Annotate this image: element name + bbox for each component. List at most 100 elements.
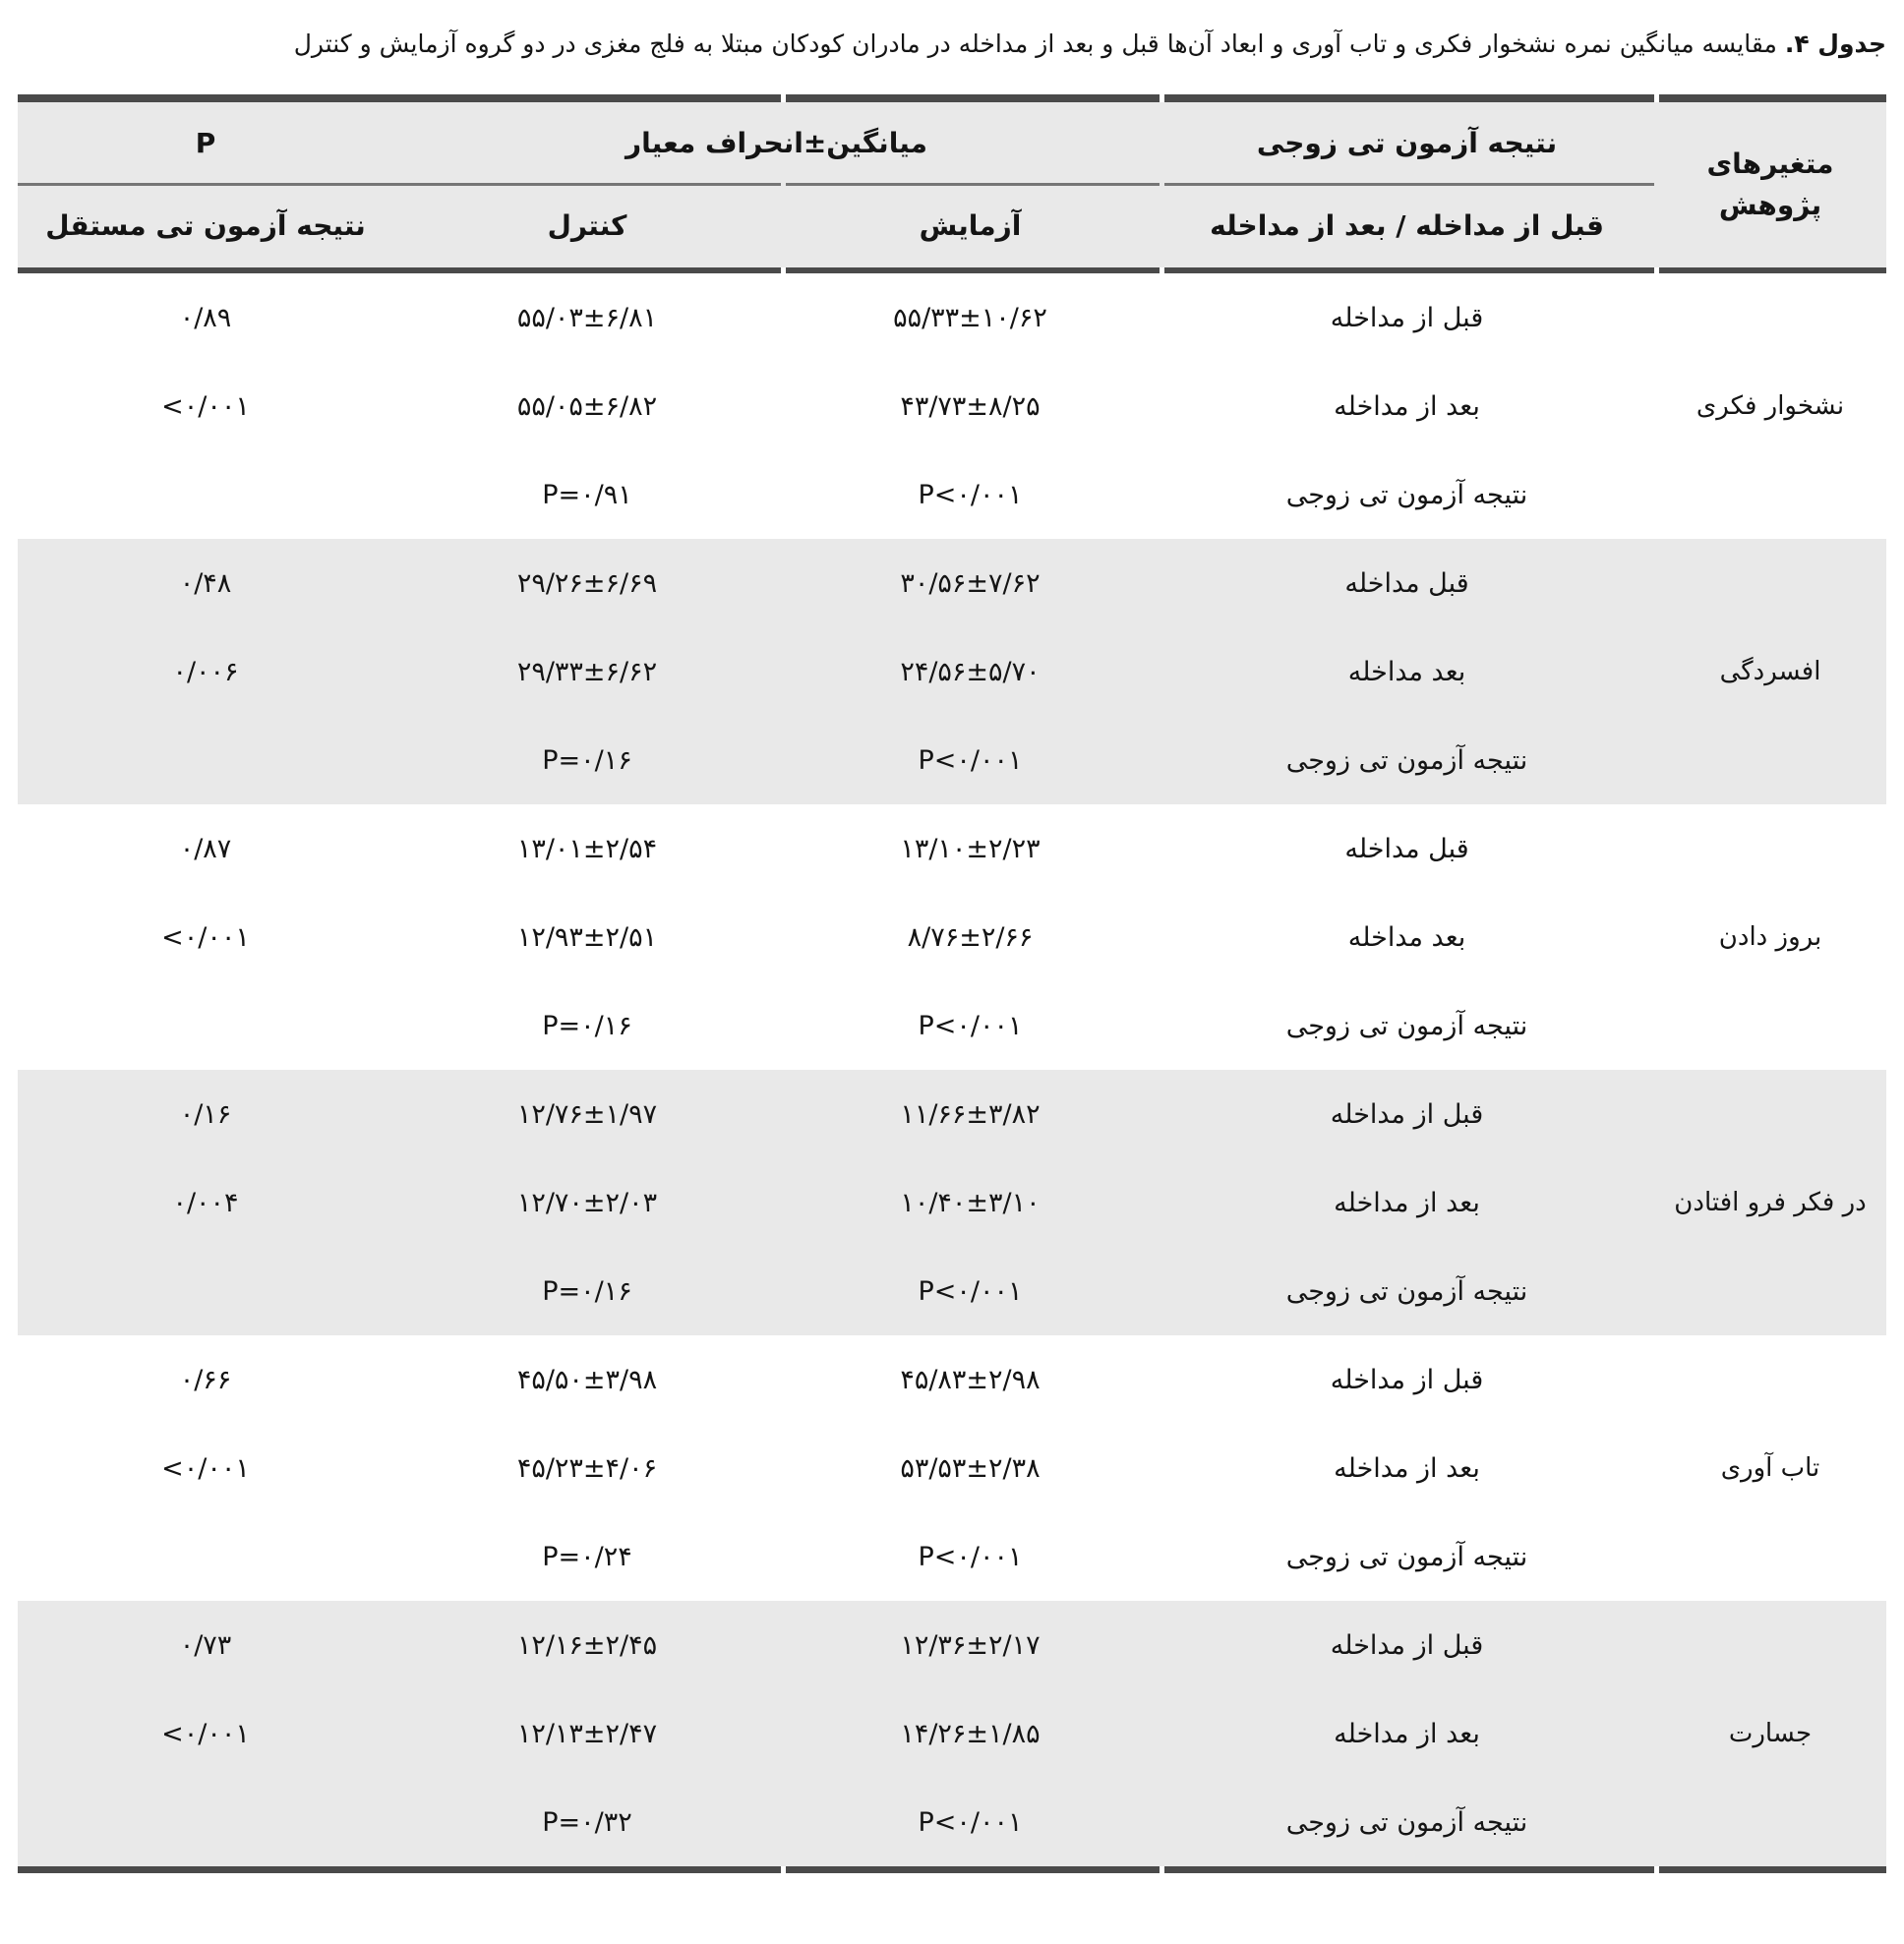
cell-control-value: ۱۲/۱۳±۲/۴۷ bbox=[516, 1718, 658, 1749]
header-cell-independent-t-test: نتیجه آزمون تی مستقل bbox=[45, 208, 366, 242]
cell-p-value: <۰/۰۰۱ bbox=[161, 390, 250, 422]
caption-text: مقایسه میانگین نمره نشخوار فکری و تاب آو… bbox=[293, 29, 1785, 58]
cell-experiment-value: ۵۵/۳۳±۱۰/۶۲ bbox=[893, 302, 1047, 333]
header-bottom-border bbox=[18, 267, 1886, 273]
cell-control-value: P=۰/۳۲ bbox=[542, 1806, 632, 1838]
cell-experiment-value: ۱۰/۴۰±۳/۱۰ bbox=[900, 1187, 1041, 1218]
cell-row-label: بعد از مداخله bbox=[1334, 1187, 1480, 1218]
cell-p-value: <۰/۰۰۱ bbox=[161, 1718, 250, 1749]
cell-p-value: ۰/۷۳ bbox=[179, 1629, 232, 1661]
group-brooding: بروز دادن قبل مداخله ۱۳/۱۰±۲/۲۳ ۱۳/۰۱±۲/… bbox=[18, 804, 1886, 1070]
cell-row-label: قبل از مداخله bbox=[1330, 1364, 1484, 1395]
cell-variable-name: تاب آوری bbox=[1720, 1453, 1820, 1483]
cell-p-value bbox=[18, 1247, 393, 1335]
cell-control-value: ۴۵/۵۰±۳/۹۸ bbox=[516, 1364, 658, 1395]
table-caption: جدول ۴. مقایسه میانگین نمره نشخوار فکری … bbox=[0, 0, 1904, 94]
cell-row-label: بعد از مداخله bbox=[1334, 1452, 1480, 1484]
cell-variable-name: جسارت bbox=[1728, 1719, 1813, 1748]
cell-experiment-value: ۳۰/۵۶±۷/۶۲ bbox=[900, 567, 1041, 599]
cell-p-value: ۰/۱۶ bbox=[179, 1098, 232, 1130]
table-body: نشخوار فکری قبل از مداخله ۵۵/۳۳±۱۰/۶۲ ۵۵… bbox=[18, 273, 1886, 1866]
cell-row-label: بعد از مداخله bbox=[1334, 1718, 1480, 1749]
cell-row-label: بعد مداخله bbox=[1347, 656, 1466, 687]
cell-variable-name: نشخوار فکری bbox=[1696, 391, 1845, 421]
cell-experiment-value: P<۰/۰۰۱ bbox=[918, 1806, 1023, 1838]
cell-p-value: ۰/۰۰۶ bbox=[172, 656, 239, 687]
cell-control-value: P=۰/۱۶ bbox=[542, 1275, 632, 1307]
cell-p-value: <۰/۰۰۱ bbox=[161, 921, 250, 953]
cell-control-value: P=۰/۱۶ bbox=[542, 744, 632, 776]
cell-variable-name: افسردگی bbox=[1719, 657, 1821, 686]
header-cell-experiment-group: آزمایش bbox=[919, 208, 1022, 242]
header-cell-mean-sd: میانگین±انحراف معیار bbox=[625, 126, 927, 159]
group-rumination: نشخوار فکری قبل از مداخله ۵۵/۳۳±۱۰/۶۲ ۵۵… bbox=[18, 273, 1886, 539]
cell-p-value: <۰/۰۰۱ bbox=[161, 1452, 250, 1484]
cell-row-label: قبل از مداخله bbox=[1330, 302, 1484, 333]
cell-p-value bbox=[18, 981, 393, 1070]
cell-p-value: ۰/۰۰۴ bbox=[172, 1187, 239, 1218]
cell-control-value: ۱۲/۷۰±۲/۰۳ bbox=[516, 1187, 658, 1218]
cell-experiment-value: P<۰/۰۰۱ bbox=[918, 1275, 1023, 1307]
cell-row-label: نتیجه آزمون تی زوجی bbox=[1285, 1275, 1528, 1307]
cell-row-label: قبل مداخله bbox=[1344, 567, 1469, 599]
cell-experiment-value: ۱۴/۲۶±۱/۸۵ bbox=[900, 1718, 1041, 1749]
cell-experiment-value: ۴۵/۸۳±۲/۹۸ bbox=[900, 1364, 1041, 1395]
group-reflection: در فکر فرو افتادن قبل از مداخله ۱۱/۶۶±۳/… bbox=[18, 1070, 1886, 1335]
group-assertiveness: جسارت قبل از مداخله ۱۲/۳۶±۲/۱۷ ۱۲/۱۶±۲/۴… bbox=[18, 1601, 1886, 1866]
header-cell-p: P bbox=[195, 126, 216, 159]
cell-p-value: ۰/۴۸ bbox=[179, 567, 232, 599]
caption-number: جدول ۴. bbox=[1784, 29, 1886, 58]
cell-experiment-value: ۱۱/۶۶±۳/۸۲ bbox=[900, 1098, 1041, 1130]
cell-experiment-value: ۸/۷۶±۲/۶۶ bbox=[907, 921, 1034, 953]
cell-experiment-value: ۲۴/۵۶±۵/۷۰ bbox=[900, 656, 1041, 687]
cell-p-value bbox=[18, 1778, 393, 1866]
cell-row-label: نتیجه آزمون تی زوجی bbox=[1285, 479, 1528, 510]
cell-row-label: قبل از مداخله bbox=[1330, 1098, 1484, 1130]
cell-row-label: نتیجه آزمون تی زوجی bbox=[1285, 744, 1528, 776]
cell-control-value: ۵۵/۰۳±۶/۸۱ bbox=[516, 302, 658, 333]
cell-experiment-value: P<۰/۰۰۱ bbox=[918, 1541, 1023, 1572]
cell-control-value: ۱۲/۹۳±۲/۵۱ bbox=[516, 921, 658, 953]
cell-experiment-value: ۱۳/۱۰±۲/۲۳ bbox=[900, 833, 1041, 864]
cell-control-value: ۱۳/۰۱±۲/۵۴ bbox=[516, 833, 658, 864]
cell-row-label: نتیجه آزمون تی زوجی bbox=[1285, 1541, 1528, 1572]
cell-p-value: ۰/۶۶ bbox=[179, 1364, 232, 1395]
cell-control-value: ۱۲/۷۶±۱/۹۷ bbox=[516, 1098, 658, 1130]
cell-control-value: ۲۹/۳۳±۶/۶۲ bbox=[516, 656, 658, 687]
cell-row-label: قبل از مداخله bbox=[1330, 1629, 1484, 1661]
cell-experiment-value: ۱۲/۳۶±۲/۱۷ bbox=[900, 1629, 1041, 1661]
cell-experiment-value: P<۰/۰۰۱ bbox=[918, 479, 1023, 510]
cell-variable-name: بروز دادن bbox=[1718, 922, 1822, 952]
cell-experiment-value: P<۰/۰۰۱ bbox=[918, 1010, 1023, 1041]
cell-row-label: نتیجه آزمون تی زوجی bbox=[1285, 1806, 1528, 1838]
cell-variable-name: در فکر فرو افتادن bbox=[1674, 1188, 1867, 1217]
table-top-border bbox=[18, 94, 1886, 102]
group-resilience: تاب آوری قبل از مداخله ۴۵/۸۳±۲/۹۸ ۴۵/۵۰±… bbox=[18, 1335, 1886, 1601]
cell-p-value bbox=[18, 450, 393, 539]
cell-experiment-value: ۴۳/۷۳±۸/۲۵ bbox=[900, 390, 1041, 422]
cell-control-value: ۵۵/۰۵±۶/۸۲ bbox=[516, 390, 658, 422]
header-cell-paired-t-test: نتیجه آزمون تی زوجی bbox=[1256, 126, 1558, 159]
cell-experiment-value: ۵۳/۵۳±۲/۳۸ bbox=[900, 1452, 1041, 1484]
cell-p-value: ۰/۸۹ bbox=[179, 302, 232, 333]
cell-control-value: ۴۵/۲۳±۴/۰۶ bbox=[516, 1452, 658, 1484]
cell-p-value: ۰/۸۷ bbox=[179, 833, 232, 864]
cell-row-label: بعد مداخله bbox=[1347, 921, 1466, 953]
cell-control-value: P=۰/۱۶ bbox=[542, 1010, 632, 1041]
cell-p-value bbox=[18, 716, 393, 804]
cell-p-value bbox=[18, 1512, 393, 1601]
cell-row-label: قبل مداخله bbox=[1344, 833, 1469, 864]
header-divider-line bbox=[18, 183, 1886, 186]
header-cell-before-after: قبل از مداخله / بعد از مداخله bbox=[1210, 208, 1604, 242]
cell-row-label: بعد از مداخله bbox=[1334, 390, 1480, 422]
cell-row-label: نتیجه آزمون تی زوجی bbox=[1285, 1010, 1528, 1041]
cell-control-value: ۲۹/۲۶±۶/۶۹ bbox=[516, 567, 658, 599]
header-cell-control-group: کنترل bbox=[547, 208, 627, 242]
table-bottom-border bbox=[18, 1866, 1886, 1873]
cell-control-value: ۱۲/۱۶±۲/۴۵ bbox=[516, 1629, 658, 1661]
cell-control-value: P=۰/۲۴ bbox=[542, 1541, 632, 1572]
group-depression: افسردگی قبل مداخله ۳۰/۵۶±۷/۶۲ ۲۹/۲۶±۶/۶۹… bbox=[18, 539, 1886, 804]
cell-experiment-value: P<۰/۰۰۱ bbox=[918, 744, 1023, 776]
cell-control-value: P=۰/۹۱ bbox=[542, 479, 632, 510]
header-cell-variables: متغیرهای پژوهش bbox=[1706, 147, 1834, 221]
